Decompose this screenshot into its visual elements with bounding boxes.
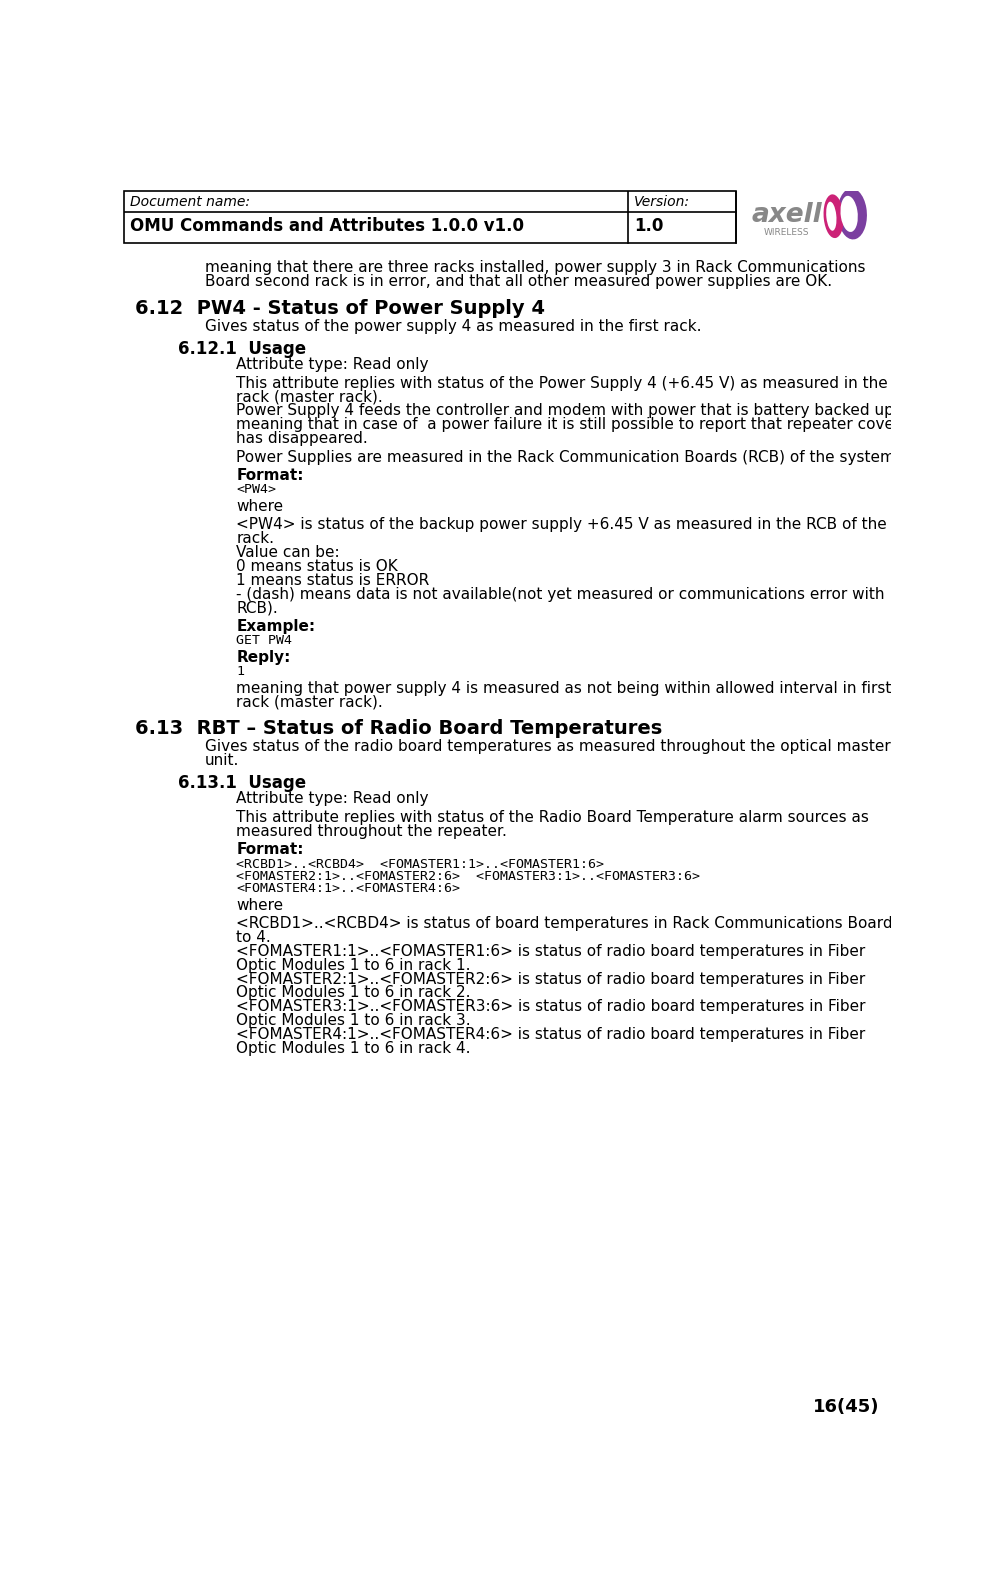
Text: axell: axell bbox=[751, 202, 822, 229]
Ellipse shape bbox=[827, 202, 837, 231]
Text: where: where bbox=[237, 898, 283, 913]
Text: <FOMASTER4:1>..<FOMASTER4:6> is status of radio board temperatures in Fiber: <FOMASTER4:1>..<FOMASTER4:6> is status o… bbox=[237, 1027, 865, 1041]
Text: has disappeared.: has disappeared. bbox=[237, 431, 368, 447]
Text: RCB).: RCB). bbox=[237, 601, 278, 615]
Text: Gives status of the radio board temperatures as measured throughout the optical : Gives status of the radio board temperat… bbox=[205, 739, 891, 754]
Text: <RCBD1>..<RCBD4>  <FOMASTER1:1>..<FOMASTER1:6>: <RCBD1>..<RCBD4> <FOMASTER1:1>..<FOMASTE… bbox=[237, 857, 604, 871]
Text: Gives status of the power supply 4 as measured in the first rack.: Gives status of the power supply 4 as me… bbox=[205, 318, 702, 334]
Text: <PW4>: <PW4> bbox=[237, 483, 276, 496]
Text: GET PW4: GET PW4 bbox=[237, 634, 292, 647]
Text: Format:: Format: bbox=[237, 467, 304, 483]
Text: 16(45): 16(45) bbox=[813, 1398, 879, 1417]
Text: <RCBD1>..<RCBD4> is status of board temperatures in Rack Communications Board 1: <RCBD1>..<RCBD4> is status of board temp… bbox=[237, 916, 907, 932]
Text: measured throughout the repeater.: measured throughout the repeater. bbox=[237, 824, 507, 840]
Text: Format:: Format: bbox=[237, 843, 304, 857]
Text: Version:: Version: bbox=[634, 196, 690, 210]
Ellipse shape bbox=[824, 194, 843, 238]
Text: <PW4> is status of the backup power supply +6.45 V as measured in the RCB of the: <PW4> is status of the backup power supp… bbox=[237, 517, 922, 533]
Text: Power Supply 4 feeds the controller and modem with power that is battery backed : Power Supply 4 feeds the controller and … bbox=[237, 404, 899, 418]
Text: This attribute replies with status of the Power Supply 4 (+6.45 V) as measured i: This attribute replies with status of th… bbox=[237, 375, 923, 391]
Text: <FOMASTER2:1>..<FOMASTER2:6> is status of radio board temperatures in Fiber: <FOMASTER2:1>..<FOMASTER2:6> is status o… bbox=[237, 971, 865, 986]
Text: unit.: unit. bbox=[205, 754, 240, 768]
Text: Example:: Example: bbox=[237, 619, 315, 634]
Text: Power Supplies are measured in the Rack Communication Boards (RCB) of the system: Power Supplies are measured in the Rack … bbox=[237, 450, 900, 464]
Ellipse shape bbox=[841, 196, 857, 232]
Text: 1 means status is ERROR: 1 means status is ERROR bbox=[237, 572, 430, 588]
Text: meaning that in case of  a power failure it is still possible to report that rep: meaning that in case of a power failure … bbox=[237, 417, 930, 432]
Text: WIRELESS: WIRELESS bbox=[763, 227, 809, 237]
Bar bbox=[124, 191, 736, 243]
Text: meaning that power supply 4 is measured as not being within allowed interval in : meaning that power supply 4 is measured … bbox=[237, 681, 892, 695]
Text: rack (master rack).: rack (master rack). bbox=[237, 390, 383, 404]
Ellipse shape bbox=[838, 188, 867, 240]
Text: where: where bbox=[237, 499, 283, 514]
Text: - (dash) means data is not available(not yet measured or communications error wi: - (dash) means data is not available(not… bbox=[237, 587, 885, 601]
Text: 1.0: 1.0 bbox=[634, 216, 663, 235]
Text: Optic Modules 1 to 6 in rack 2.: Optic Modules 1 to 6 in rack 2. bbox=[237, 986, 470, 1000]
Text: Optic Modules 1 to 6 in rack 3.: Optic Modules 1 to 6 in rack 3. bbox=[237, 1013, 471, 1029]
Text: <FOMASTER2:1>..<FOMASTER2:6>  <FOMASTER3:1>..<FOMASTER3:6>: <FOMASTER2:1>..<FOMASTER2:6> <FOMASTER3:… bbox=[237, 870, 700, 882]
Text: 6.13.1  Usage: 6.13.1 Usage bbox=[178, 774, 306, 792]
Text: This attribute replies with status of the Radio Board Temperature alarm sources : This attribute replies with status of th… bbox=[237, 809, 869, 825]
Text: meaning that there are three racks installed, power supply 3 in Rack Communicati: meaning that there are three racks insta… bbox=[205, 261, 865, 275]
Text: Board second rack is in error, and that all other measured power supplies are OK: Board second rack is in error, and that … bbox=[205, 273, 833, 289]
Text: OMU Commands and Attributes 1.0.0 v1.0: OMU Commands and Attributes 1.0.0 v1.0 bbox=[130, 216, 524, 235]
Text: 6.12.1  Usage: 6.12.1 Usage bbox=[178, 340, 306, 358]
Text: rack.: rack. bbox=[237, 531, 274, 545]
Text: 0 means status is OK: 0 means status is OK bbox=[237, 558, 398, 574]
Text: Reply:: Reply: bbox=[237, 650, 290, 665]
Text: 6.12  PW4 - Status of Power Supply 4: 6.12 PW4 - Status of Power Supply 4 bbox=[136, 299, 545, 318]
Text: Attribute type: Read only: Attribute type: Read only bbox=[237, 358, 429, 372]
Text: <FOMASTER4:1>..<FOMASTER4:6>: <FOMASTER4:1>..<FOMASTER4:6> bbox=[237, 882, 460, 895]
Text: <FOMASTER3:1>..<FOMASTER3:6> is status of radio board temperatures in Fiber: <FOMASTER3:1>..<FOMASTER3:6> is status o… bbox=[237, 999, 865, 1014]
Text: to 4.: to 4. bbox=[237, 930, 271, 944]
Text: Optic Modules 1 to 6 in rack 4.: Optic Modules 1 to 6 in rack 4. bbox=[237, 1041, 470, 1056]
Text: Value can be:: Value can be: bbox=[237, 545, 340, 560]
Text: Optic Modules 1 to 6 in rack 1.: Optic Modules 1 to 6 in rack 1. bbox=[237, 957, 470, 973]
Text: <FOMASTER1:1>..<FOMASTER1:6> is status of radio board temperatures in Fiber: <FOMASTER1:1>..<FOMASTER1:6> is status o… bbox=[237, 944, 865, 959]
Text: Attribute type: Read only: Attribute type: Read only bbox=[237, 792, 429, 806]
Text: 6.13  RBT – Status of Radio Board Temperatures: 6.13 RBT – Status of Radio Board Tempera… bbox=[136, 719, 662, 738]
Text: 1: 1 bbox=[237, 665, 245, 677]
Text: rack (master rack).: rack (master rack). bbox=[237, 695, 383, 709]
Text: Document name:: Document name: bbox=[130, 196, 249, 210]
